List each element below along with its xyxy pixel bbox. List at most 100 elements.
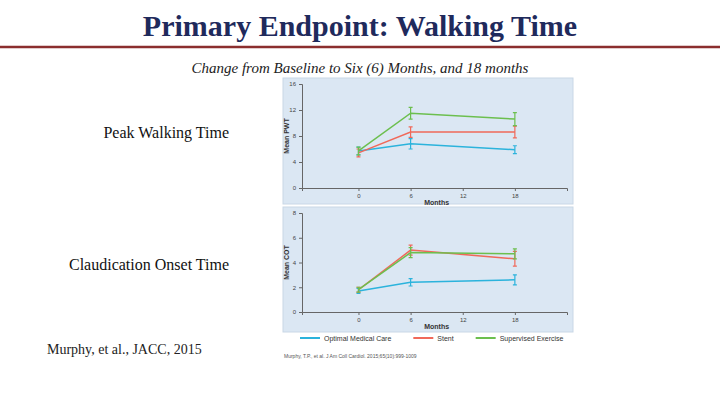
y-tick-label: 12	[289, 107, 296, 113]
y-tick: 8	[293, 133, 302, 139]
x-tick: 18	[512, 188, 519, 199]
y-tick: 0	[293, 185, 302, 191]
chart-panel	[283, 207, 573, 332]
legend-item: Supervised Exercise	[476, 335, 564, 343]
x-tick-mark	[358, 188, 359, 191]
error-bar	[409, 107, 413, 119]
y-tick-mark	[299, 287, 302, 288]
slide-subtitle: Change from Baseline to Six (6) Months, …	[192, 60, 529, 77]
legend-label: Stent	[437, 335, 453, 342]
x-tick: 12	[460, 188, 467, 199]
error-bar	[513, 249, 517, 259]
plot-area	[356, 245, 516, 293]
y-tick-mark	[299, 110, 302, 111]
y-tick: 2	[293, 285, 302, 291]
y-tick: 4	[293, 159, 302, 165]
x-axis: 0 6 12 18	[303, 312, 568, 323]
error-bar	[513, 275, 517, 285]
y-axis-line	[299, 85, 303, 189]
series-line	[358, 113, 514, 151]
y-axis-title: Mean PWT	[283, 118, 290, 154]
x-tick-label: 0	[357, 317, 361, 323]
y-tick: 16	[289, 81, 302, 87]
y-tick: 4	[293, 260, 302, 266]
chart-title: Claudication Onset Time	[69, 256, 229, 273]
y-tick-mark	[299, 238, 302, 239]
y-tick-mark	[299, 136, 302, 137]
y-axis: 0 2 4 6 8	[293, 210, 303, 315]
legend-swatch	[476, 337, 496, 339]
y-tick: 8	[293, 210, 302, 216]
y-tick-mark	[299, 188, 302, 189]
y-tick-label: 8	[293, 210, 297, 216]
x-tick: 18	[512, 312, 519, 323]
legend-item: Optimal Medical Care	[300, 335, 391, 343]
series-line	[358, 144, 514, 151]
legend-swatch	[300, 337, 320, 339]
series-line	[358, 280, 514, 291]
x-tick: 6	[409, 188, 413, 199]
error-bar	[409, 248, 413, 258]
error-bar	[409, 127, 413, 137]
chart-title: Peak Walking Time	[103, 124, 229, 142]
x-tick-mark	[358, 312, 359, 315]
y-tick-label: 8	[293, 133, 297, 139]
y-tick-mark	[299, 84, 302, 85]
x-tick-label: 6	[409, 193, 413, 199]
x-tick-mark	[463, 312, 464, 315]
y-tick-label: 16	[289, 81, 296, 87]
error-bar	[513, 113, 517, 126]
series-line	[358, 250, 514, 290]
legend-item: Stent	[413, 335, 453, 342]
x-tick: 6	[409, 312, 413, 323]
x-tick-label: 18	[512, 193, 519, 199]
legend-label: Optimal Medical Care	[324, 335, 391, 343]
error-bar	[356, 287, 360, 292]
error-bar	[356, 147, 360, 155]
error-bar	[409, 139, 413, 149]
y-tick-label: 4	[293, 260, 297, 266]
x-tick-label: 18	[512, 317, 519, 323]
legend-swatch	[413, 337, 433, 339]
y-axis: 0 4 8 12 16	[289, 81, 302, 191]
error-bar	[409, 279, 413, 286]
x-tick-label: 0	[357, 193, 361, 199]
y-tick-label: 2	[293, 285, 297, 291]
x-tick: 0	[357, 188, 361, 199]
legend-label: Supervised Exercise	[500, 335, 564, 343]
x-tick-mark	[515, 188, 516, 191]
error-bar	[513, 126, 517, 138]
series-line	[358, 253, 514, 290]
x-axis-line	[303, 313, 568, 316]
citation: Murphy, et al., JACC, 2015	[47, 342, 202, 357]
x-tick-mark	[411, 312, 412, 315]
y-tick-label: 4	[293, 159, 297, 165]
y-tick-label: 6	[293, 235, 297, 241]
y-axis-title: Mean COT	[283, 244, 290, 279]
x-tick-label: 6	[409, 317, 413, 323]
x-tick-mark	[463, 188, 464, 191]
x-axis: 0 6 12 18	[303, 188, 568, 199]
legend: Optimal Medical Care Stent Supervised Exer…	[300, 335, 564, 343]
x-tick-label: 12	[460, 193, 467, 199]
chart: 0 6 12 18 0 4 8 12 16 Months Mean PWT	[283, 78, 573, 206]
error-bar	[356, 147, 360, 155]
y-tick-label: 0	[293, 309, 297, 315]
x-axis-title: Months	[424, 199, 449, 206]
chart-panel	[283, 78, 573, 204]
series-line	[358, 132, 514, 153]
chart: 0 6 12 18 0 2 4 6 8 Months Mean COT	[283, 207, 573, 332]
x-tick: 0	[357, 312, 361, 323]
x-tick-mark	[515, 312, 516, 315]
y-tick-mark	[299, 213, 302, 214]
x-tick-label: 12	[460, 317, 467, 323]
title-rule	[0, 46, 720, 49]
y-tick-mark	[299, 312, 302, 313]
x-axis-title: Months	[424, 323, 449, 330]
plot-area	[356, 107, 516, 156]
y-tick-mark	[299, 263, 302, 264]
y-tick: 0	[293, 309, 302, 315]
source-note: Murphy, T.P., et al. J Am Coll Cardiol. …	[284, 353, 417, 359]
x-axis-line	[303, 189, 568, 192]
x-tick-mark	[411, 188, 412, 191]
